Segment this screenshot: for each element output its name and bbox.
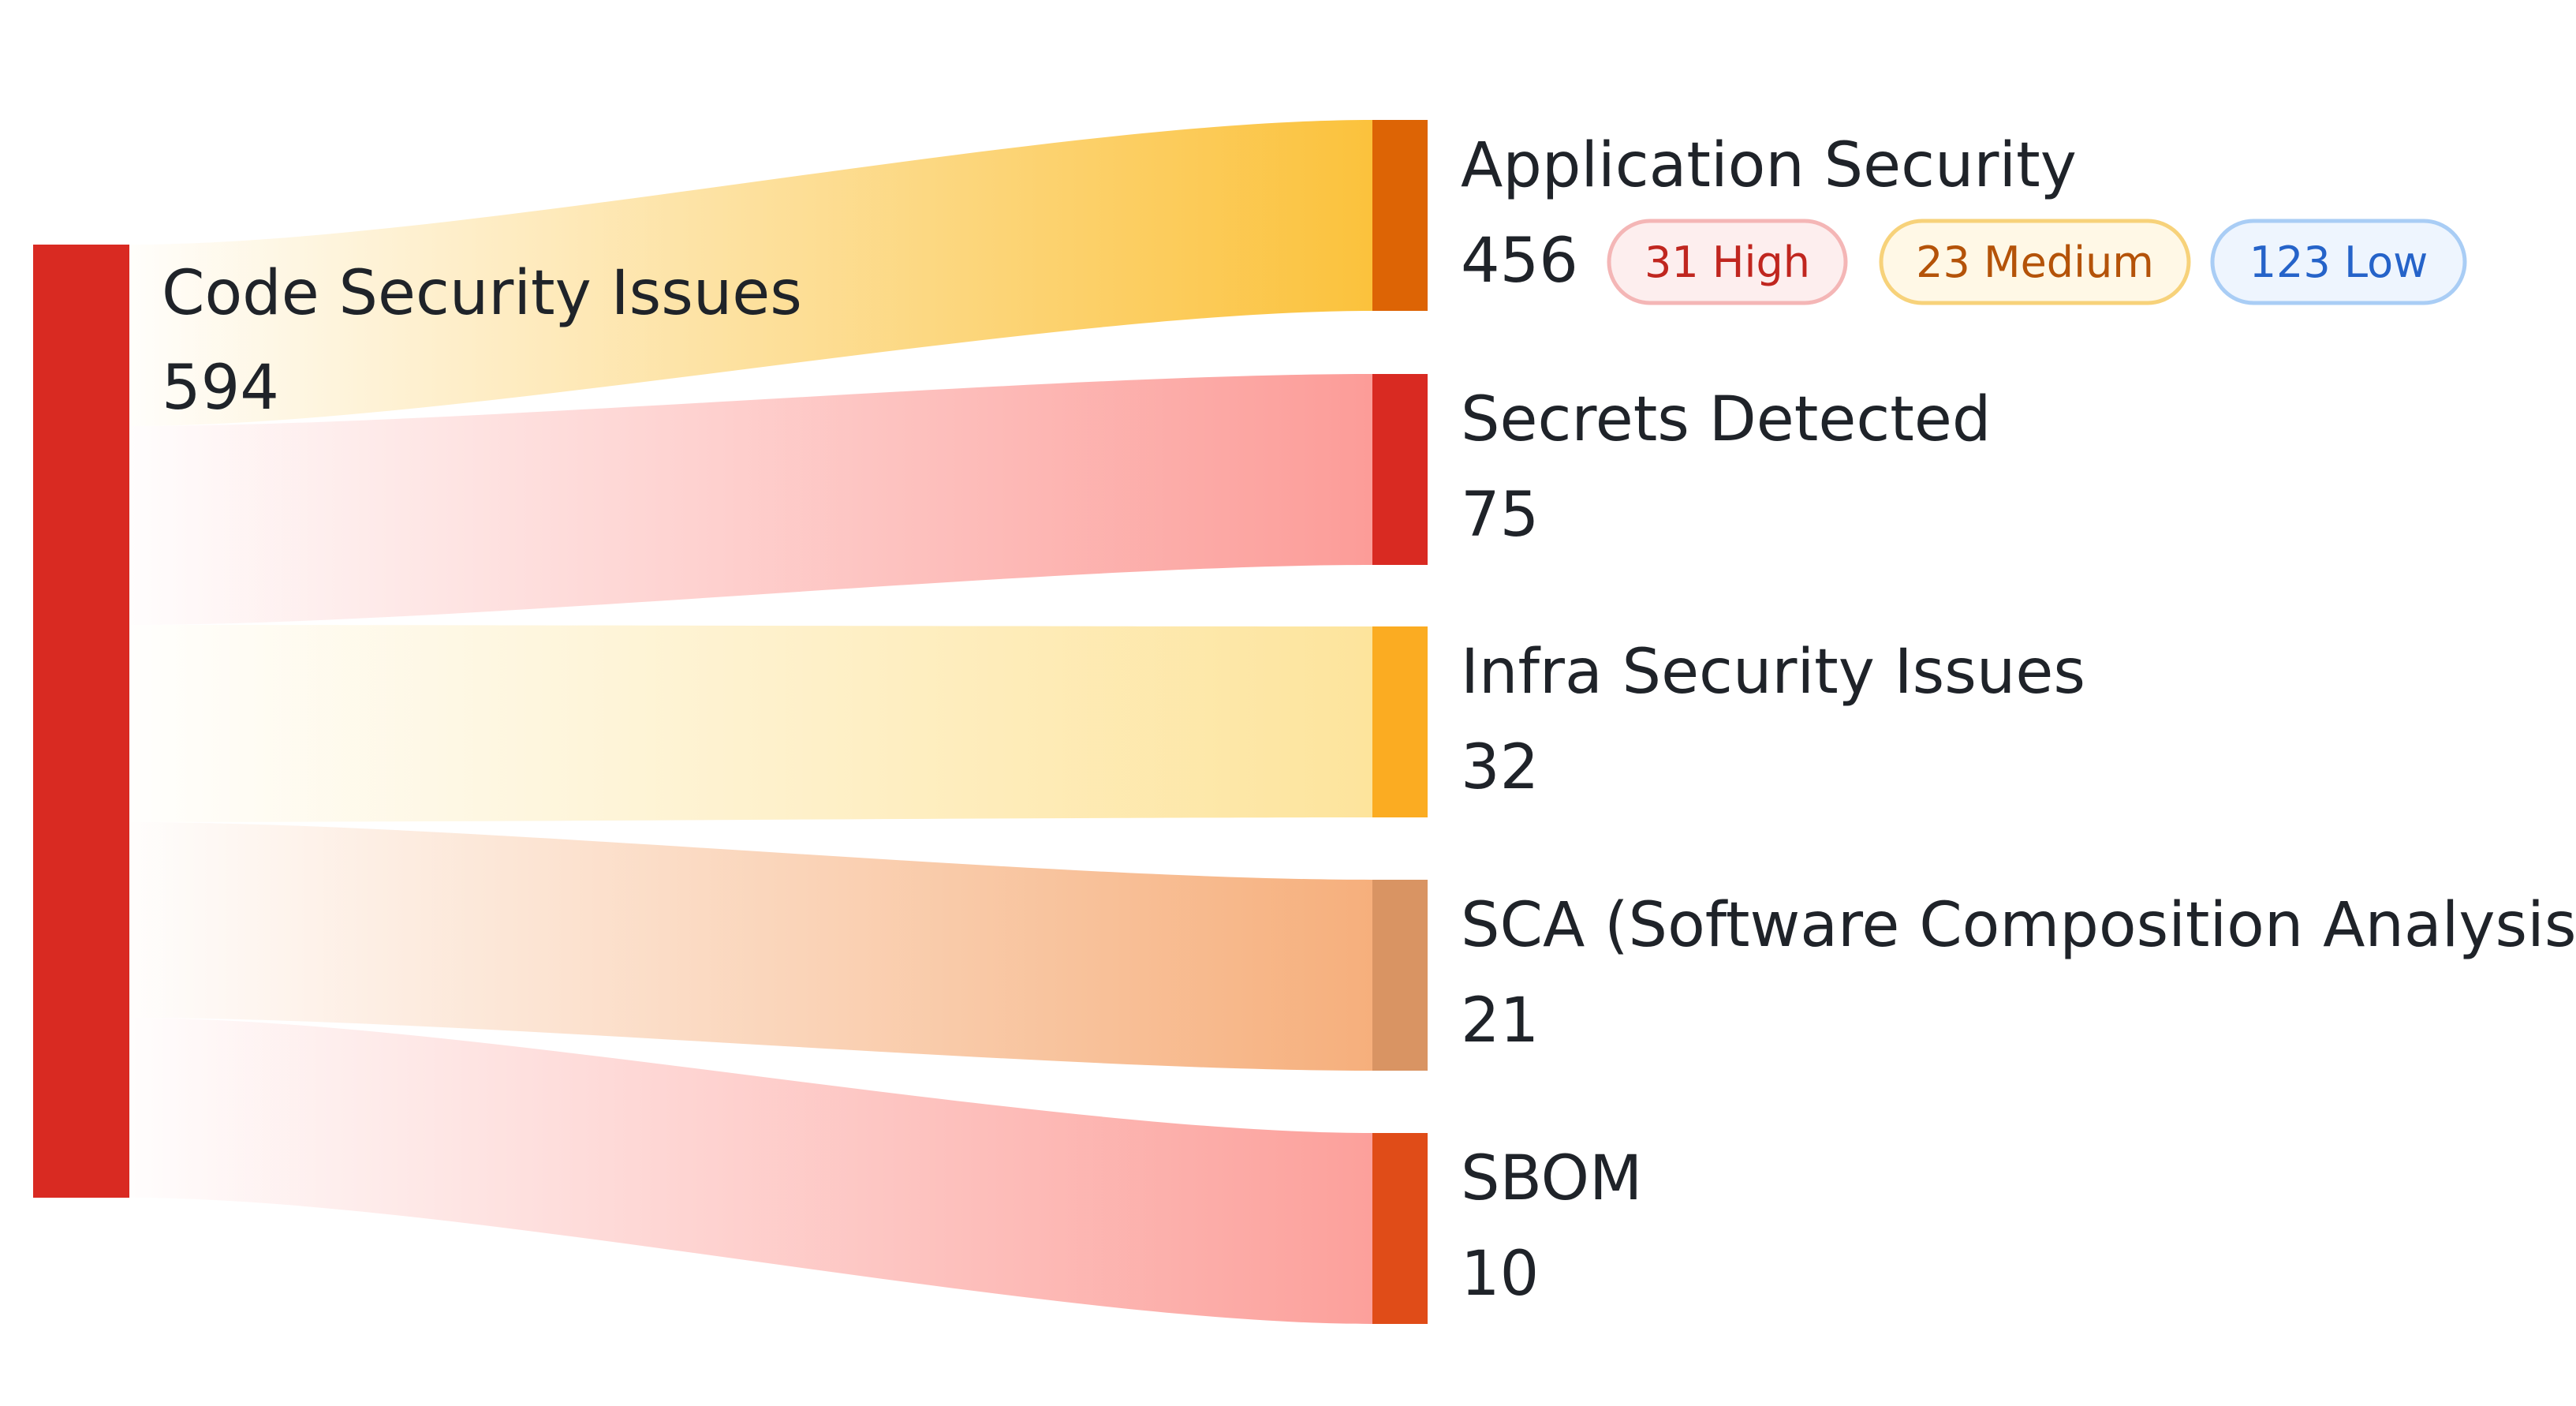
flow-infra-security-issues	[129, 625, 1372, 822]
target-name-application-security: Application Security	[1461, 130, 2077, 201]
source-node-bar	[33, 245, 129, 1198]
nodes-layer	[33, 120, 1428, 1324]
badge-label-23-medium: 23 Medium	[1916, 237, 2154, 287]
target-value-application-security: 456	[1461, 226, 1578, 297]
badge-label-123-low: 123 Low	[2249, 237, 2429, 287]
target-value-secrets-detected: 75	[1461, 480, 1539, 551]
flow-secrets-detected	[129, 374, 1372, 625]
target-name-sca-software-composition-analysis: SCA (Software Composition Analysis)	[1461, 890, 2576, 961]
flow-sca-software-composition-analysis	[129, 822, 1372, 1071]
badge-123-low: 123 Low	[2210, 219, 2467, 305]
badge-pill-23-medium	[1879, 219, 2191, 305]
target-value-sbom: 10	[1461, 1239, 1539, 1310]
flow-application-security	[129, 120, 1372, 426]
badge-31-high: 31 High	[1607, 219, 1848, 305]
target-value-sca-software-composition-analysis: 21	[1461, 985, 1539, 1056]
target-name-secrets-detected: Secrets Detected	[1461, 384, 1991, 455]
labels-layer: Code Security Issues 594 Application Sec…	[162, 130, 2576, 1310]
badge-pill-31-high	[1607, 219, 1848, 305]
target-node-bar-sbom	[1372, 1133, 1428, 1324]
target-node-bar-infra-security-issues	[1372, 626, 1428, 817]
flow-sbom	[129, 1018, 1372, 1324]
target-name-infra-security-issues: Infra Security Issues	[1461, 637, 2085, 708]
flows-layer	[129, 120, 1372, 1324]
target-node-bar-sca-software-composition-analysis	[1372, 880, 1428, 1071]
source-node-name: Code Security Issues	[162, 258, 802, 329]
target-node-bar-application-security	[1372, 120, 1428, 311]
target-value-infra-security-issues: 32	[1461, 732, 1539, 803]
source-node-value: 594	[162, 353, 279, 424]
target-name-sbom: SBOM	[1461, 1143, 1642, 1214]
target-node-bar-secrets-detected	[1372, 374, 1428, 565]
badge-pill-123-low	[2210, 219, 2467, 305]
badge-label-31-high: 31 High	[1645, 237, 1810, 287]
badge-23-medium: 23 Medium	[1879, 219, 2191, 305]
